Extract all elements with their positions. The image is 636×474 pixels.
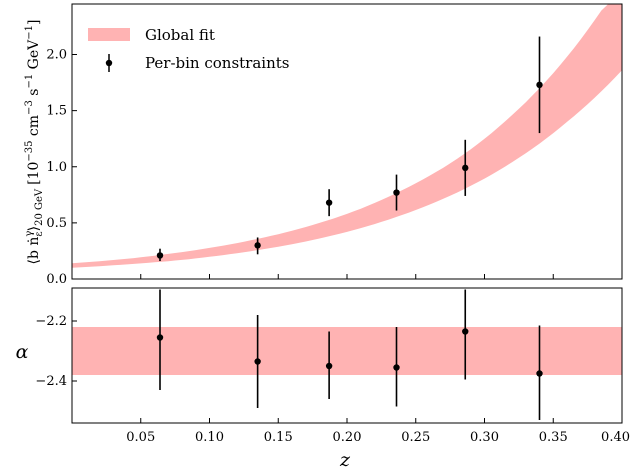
y-tick-label: 0.0 [46, 272, 67, 287]
top-x-ticks [141, 274, 622, 279]
legend-label-per-bin: Per-bin constraints [145, 54, 289, 72]
x-tick-label: 0.40 [601, 430, 630, 445]
legend-swatch-global-fit [88, 28, 130, 41]
legend: Global fit Per-bin constraints [88, 26, 289, 72]
top-y-axis-label: ⟨b ṅγε⟩20 GeV[10−35 cm−3 s−1 GeV−1] [24, 20, 45, 265]
bottom-panel: −2.2 −2.4 0.05 0.10 0.15 0.20 0.25 0.30 0.35 0.4… [16, 288, 630, 471]
x-axis-label: z [339, 449, 351, 471]
bottom-x-ticks: 0.05 0.10 0.15 0.20 0.25 0.30 0.35 0.40 [126, 418, 630, 445]
y-tick-label: 1.5 [46, 104, 67, 119]
point-marker [157, 252, 163, 258]
bottom-y-ticks: −2.2 −2.4 [35, 314, 77, 389]
x-tick-label: 0.25 [401, 430, 430, 445]
x-tick-label: 0.35 [539, 430, 568, 445]
point-marker [536, 370, 542, 376]
x-tick-label: 0.20 [333, 430, 362, 445]
y-tick-label: 1.0 [46, 160, 67, 175]
point-marker [536, 82, 542, 88]
x-tick-label: 0.15 [264, 430, 293, 445]
point-marker [393, 364, 399, 370]
top-panel: 0.0 0.5 1.0 1.5 2.0 Global fit Per-bin const… [24, 4, 622, 287]
point-marker [157, 334, 163, 340]
y-tick-label: −2.4 [35, 374, 67, 389]
x-tick-label: 0.30 [470, 430, 499, 445]
x-tick-label: 0.10 [195, 430, 224, 445]
point-marker [254, 242, 260, 248]
point-marker [462, 165, 468, 171]
legend-label-global-fit: Global fit [145, 26, 215, 44]
bottom-y-axis-label: α [16, 341, 29, 363]
point-marker [393, 189, 399, 195]
x-tick-label: 0.05 [126, 430, 155, 445]
legend-marker-icon [106, 60, 112, 66]
y-tick-label: 0.5 [46, 216, 67, 231]
y-tick-label: −2.2 [35, 314, 67, 329]
data-point [326, 189, 332, 216]
point-marker [326, 363, 332, 369]
point-marker [254, 358, 260, 364]
y-tick-label: 2.0 [46, 48, 67, 63]
point-marker [326, 199, 332, 205]
point-marker [462, 328, 468, 334]
